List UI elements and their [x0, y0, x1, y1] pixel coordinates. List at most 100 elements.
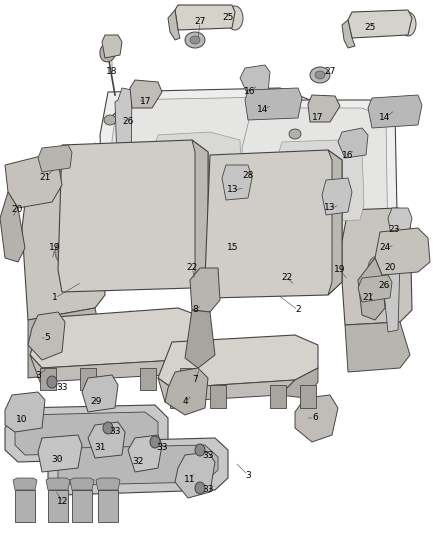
Polygon shape [0, 192, 25, 262]
Text: 20: 20 [11, 206, 23, 214]
Polygon shape [158, 335, 318, 388]
Polygon shape [338, 128, 368, 158]
Ellipse shape [310, 67, 330, 83]
Text: 4: 4 [182, 398, 188, 407]
Ellipse shape [400, 12, 416, 36]
Polygon shape [28, 312, 65, 360]
Polygon shape [348, 10, 412, 38]
Polygon shape [158, 378, 295, 402]
Text: 19: 19 [334, 265, 346, 274]
Ellipse shape [47, 376, 57, 388]
Polygon shape [190, 268, 220, 312]
Text: 29: 29 [90, 398, 102, 407]
Polygon shape [375, 228, 430, 275]
Polygon shape [70, 478, 94, 490]
Text: 5: 5 [44, 334, 50, 343]
Polygon shape [278, 140, 364, 222]
Ellipse shape [103, 422, 113, 434]
Text: 18: 18 [106, 68, 118, 77]
Text: 26: 26 [378, 280, 390, 289]
Polygon shape [5, 155, 62, 208]
Polygon shape [38, 435, 82, 472]
Text: 2: 2 [295, 305, 301, 314]
Polygon shape [345, 322, 410, 372]
Polygon shape [192, 140, 208, 288]
Polygon shape [46, 478, 70, 490]
Polygon shape [58, 140, 208, 292]
Text: 22: 22 [281, 273, 293, 282]
Ellipse shape [185, 32, 205, 48]
Polygon shape [30, 308, 205, 368]
Polygon shape [168, 10, 180, 40]
Polygon shape [100, 88, 310, 260]
Polygon shape [242, 108, 388, 257]
Polygon shape [22, 165, 105, 320]
Text: 3: 3 [35, 370, 41, 379]
Text: 16: 16 [244, 87, 256, 96]
Polygon shape [240, 65, 270, 95]
Polygon shape [72, 490, 92, 522]
Text: 14: 14 [379, 114, 391, 123]
Ellipse shape [60, 246, 70, 258]
Ellipse shape [373, 262, 383, 274]
Text: 14: 14 [257, 106, 268, 115]
Polygon shape [48, 490, 68, 522]
Text: 33: 33 [109, 427, 121, 437]
Polygon shape [80, 368, 96, 390]
Ellipse shape [227, 6, 243, 30]
Text: 10: 10 [16, 416, 28, 424]
Polygon shape [128, 435, 162, 472]
Ellipse shape [190, 36, 200, 44]
Polygon shape [205, 150, 342, 298]
Polygon shape [295, 395, 338, 442]
Text: 3: 3 [245, 471, 251, 480]
Text: 16: 16 [342, 150, 354, 159]
Polygon shape [165, 345, 205, 380]
Polygon shape [5, 392, 45, 432]
Polygon shape [388, 208, 412, 240]
Text: 30: 30 [51, 456, 63, 464]
Text: 20: 20 [384, 263, 396, 272]
Polygon shape [342, 20, 355, 48]
Text: 24: 24 [379, 244, 391, 253]
Polygon shape [382, 258, 400, 332]
Polygon shape [88, 422, 125, 458]
Polygon shape [358, 258, 385, 320]
Polygon shape [155, 132, 242, 218]
Text: 31: 31 [94, 443, 106, 453]
Text: 13: 13 [227, 185, 239, 195]
Polygon shape [185, 310, 215, 368]
Polygon shape [30, 355, 178, 382]
Polygon shape [28, 308, 105, 378]
Ellipse shape [315, 71, 325, 79]
Polygon shape [170, 385, 186, 408]
Polygon shape [130, 80, 162, 108]
Polygon shape [165, 368, 208, 415]
Text: 17: 17 [140, 98, 152, 107]
Polygon shape [96, 478, 120, 490]
Text: 22: 22 [187, 263, 198, 272]
Text: 33: 33 [56, 384, 68, 392]
Polygon shape [140, 368, 156, 390]
Text: 13: 13 [324, 204, 336, 213]
Polygon shape [322, 178, 352, 215]
Ellipse shape [104, 115, 116, 125]
Polygon shape [112, 97, 298, 252]
Polygon shape [358, 275, 392, 302]
Text: 8: 8 [192, 305, 198, 314]
Polygon shape [175, 5, 235, 30]
Polygon shape [58, 445, 218, 485]
Text: 33: 33 [202, 486, 214, 495]
Polygon shape [82, 375, 118, 412]
Polygon shape [280, 368, 318, 398]
Text: 23: 23 [389, 225, 400, 235]
Ellipse shape [150, 436, 160, 448]
Text: 21: 21 [362, 294, 374, 303]
Polygon shape [308, 95, 340, 122]
Polygon shape [175, 452, 215, 498]
Text: 28: 28 [242, 171, 254, 180]
Text: 32: 32 [132, 457, 144, 466]
Polygon shape [5, 405, 168, 462]
Polygon shape [98, 490, 118, 522]
Polygon shape [222, 165, 252, 200]
